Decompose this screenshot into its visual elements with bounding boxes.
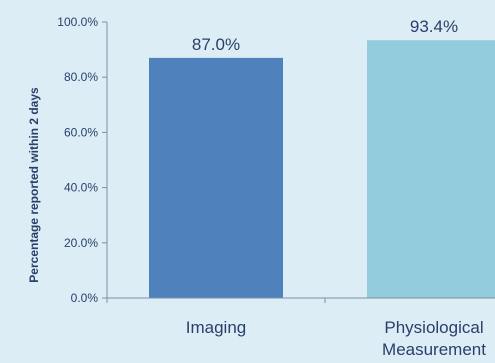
category-label-2-line-1: Physiological <box>384 318 483 337</box>
axes-layer: 0.0% 20.0% 40.0% 60.0% 80.0% 100.0% Imaging Phy… <box>57 15 495 359</box>
category-label-2-line-2: Measurement <box>382 340 486 359</box>
y-tick-label-5: 100.0% <box>57 15 98 29</box>
bar-1 <box>149 57 283 298</box>
y-tick-label-1: 20.0% <box>64 236 98 250</box>
y-tick-label-3: 60.0% <box>64 125 98 139</box>
category-label-2: Physiological Measurement <box>382 318 486 359</box>
category-label-1: Imaging <box>186 318 246 337</box>
bar-2 <box>367 40 495 298</box>
data-label-2: 93.4% <box>410 17 458 36</box>
y-tick-label-4: 80.0% <box>64 70 98 84</box>
y-axis-title: Percentage reported within 2 days <box>27 87 41 283</box>
y-tick-label-2: 40.0% <box>64 181 98 195</box>
data-label-1: 87.0% <box>192 35 240 54</box>
bars-layer: 87.0% 93.4% <box>149 17 495 298</box>
category-label-1-line-1: Imaging <box>186 318 246 337</box>
y-tick-label-0: 0.0% <box>71 291 99 305</box>
